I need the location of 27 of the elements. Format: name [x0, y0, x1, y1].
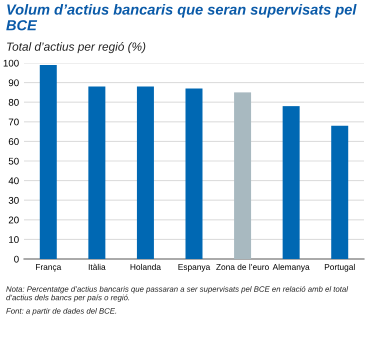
x-tick-label: Holanda: [130, 264, 161, 270]
y-tick-label: 10: [9, 236, 19, 244]
x-tick-label: Zona de l’euro: [216, 264, 269, 270]
y-tick-label: 90: [8, 79, 19, 86]
x-tick-label: Alemanya: [272, 264, 310, 272]
bar: [282, 106, 300, 259]
y-tick-label: 80: [8, 98, 19, 106]
x-tick-label: França: [36, 264, 62, 272]
y-tick-label: 100: [4, 60, 19, 67]
chart-subtitle: Total d’actius per regió (%): [7, 42, 146, 54]
bar: [331, 126, 348, 259]
x-tick-label: Portugal: [324, 264, 355, 272]
y-tick-label: 30: [8, 196, 19, 204]
x-tick-label: Espanya: [178, 264, 210, 272]
bar: [234, 92, 252, 259]
bar: [136, 86, 154, 259]
bar: [88, 86, 106, 259]
x-tick-label: Itàlia: [88, 264, 106, 270]
y-tick-label: 60: [8, 138, 19, 146]
y-tick-label: 70: [8, 118, 19, 126]
bar: [40, 64, 57, 259]
y-tick-label: 50: [8, 158, 19, 165]
chart-title: Volum d’actius bancaris que seran supervisats pel BCE: [6, 4, 357, 30]
y-tick-label: 20: [8, 216, 19, 224]
y-tick-label: 0: [14, 256, 19, 263]
bar: [186, 88, 202, 259]
y-tick-label: 40: [8, 177, 19, 184]
